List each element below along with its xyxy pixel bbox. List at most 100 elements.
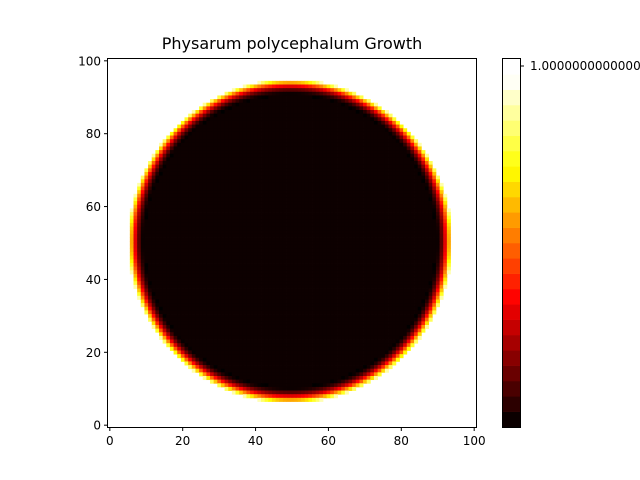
heatmap-cell <box>257 120 262 125</box>
heatmap-cell <box>337 146 342 151</box>
heatmap-cell <box>290 252 295 257</box>
heatmap-cell <box>286 161 291 166</box>
heatmap-cell <box>199 146 204 151</box>
heatmap-cell <box>326 99 331 104</box>
heatmap-cell <box>268 230 273 235</box>
heatmap-cell <box>392 284 397 289</box>
heatmap-cell <box>235 150 240 155</box>
heatmap-cell <box>428 252 433 257</box>
heatmap-cell <box>286 252 291 257</box>
heatmap-cell <box>435 186 440 191</box>
heatmap-cell <box>217 284 222 289</box>
heatmap-cell <box>239 197 244 202</box>
heatmap-cell <box>333 99 338 104</box>
heatmap-cell <box>366 193 371 198</box>
heatmap-cell <box>268 164 273 169</box>
heatmap-cell <box>410 193 415 198</box>
heatmap-cell <box>424 314 430 319</box>
heatmap-cell <box>308 146 313 151</box>
heatmap-cell <box>424 233 430 238</box>
heatmap-cell <box>392 299 397 304</box>
heatmap-cell <box>159 212 164 217</box>
heatmap-cell <box>337 252 342 257</box>
heatmap-cell <box>301 295 306 300</box>
heatmap-cell <box>253 186 258 191</box>
heatmap-cell <box>264 230 269 235</box>
heatmap-cell <box>330 157 335 162</box>
heatmap-cell <box>403 299 408 304</box>
heatmap-cell <box>202 171 207 176</box>
heatmap-cell <box>162 277 167 282</box>
heatmap-cell <box>308 303 313 308</box>
heatmap-cell <box>217 266 222 271</box>
heatmap-cell <box>395 153 400 158</box>
heatmap-cell <box>279 314 284 319</box>
heatmap-cell <box>417 284 422 289</box>
heatmap-cell <box>377 201 382 206</box>
heatmap-cell <box>421 284 426 289</box>
heatmap-cell <box>279 321 284 326</box>
heatmap-cell <box>151 175 156 180</box>
heatmap-cell <box>337 157 342 162</box>
heatmap-cell <box>177 201 182 206</box>
heatmap-cell <box>370 270 375 275</box>
heatmap-cell <box>403 284 408 289</box>
heatmap-cell <box>279 182 284 187</box>
heatmap-cell <box>188 266 193 271</box>
heatmap-cell <box>304 317 309 322</box>
heatmap-cell <box>293 193 298 198</box>
heatmap-cell <box>301 226 306 231</box>
heatmap-cell <box>173 197 178 202</box>
heatmap-cell <box>206 131 211 136</box>
heatmap-cell <box>188 135 193 140</box>
heatmap-cell <box>348 273 353 279</box>
heatmap-cell <box>352 295 357 300</box>
heatmap-cell <box>250 99 255 104</box>
heatmap-cell <box>257 128 262 133</box>
heatmap-cell <box>195 288 200 293</box>
heatmap-cell <box>290 230 295 235</box>
heatmap-cell <box>297 157 302 162</box>
heatmap-cell <box>301 102 306 107</box>
heatmap-cell <box>417 263 422 268</box>
heatmap-cell <box>417 306 422 311</box>
heatmap-cell <box>271 299 276 304</box>
heatmap-cell <box>239 248 244 253</box>
heatmap-cell <box>359 303 364 308</box>
heatmap-cell <box>191 131 196 136</box>
heatmap-cell <box>206 186 211 191</box>
heatmap-cell <box>388 168 393 173</box>
heatmap-cell <box>326 314 331 319</box>
heatmap-cell <box>246 306 251 311</box>
heatmap-cell <box>370 168 375 173</box>
heatmap-cell <box>261 95 266 100</box>
heatmap-cell <box>399 226 404 231</box>
heatmap-cell <box>220 102 225 107</box>
heatmap-cell <box>228 161 233 166</box>
heatmap-cell <box>206 201 211 206</box>
heatmap-cell <box>220 266 225 271</box>
heatmap-cell <box>355 117 360 122</box>
heatmap-cell <box>319 190 324 195</box>
heatmap-cell <box>410 157 415 162</box>
heatmap-cell <box>188 120 193 125</box>
heatmap-cell <box>137 241 142 246</box>
heatmap-cell <box>166 135 171 140</box>
heatmap-cell <box>213 212 218 217</box>
heatmap-cell <box>304 88 309 93</box>
heatmap-cell <box>435 230 440 235</box>
heatmap-cell <box>312 230 317 235</box>
heatmap-cell <box>304 204 309 209</box>
heatmap-cell <box>148 175 153 180</box>
heatmap-cell <box>250 219 255 224</box>
heatmap-cell <box>352 222 357 227</box>
heatmap-cell <box>333 168 338 173</box>
heatmap-cell <box>330 241 335 246</box>
heatmap-cell <box>231 284 236 289</box>
heatmap-cell <box>177 281 182 286</box>
heatmap-cell <box>199 255 204 260</box>
heatmap-cell <box>177 241 182 246</box>
heatmap-cell <box>297 314 302 319</box>
heatmap-cell <box>180 204 185 209</box>
heatmap-cell <box>271 306 276 311</box>
